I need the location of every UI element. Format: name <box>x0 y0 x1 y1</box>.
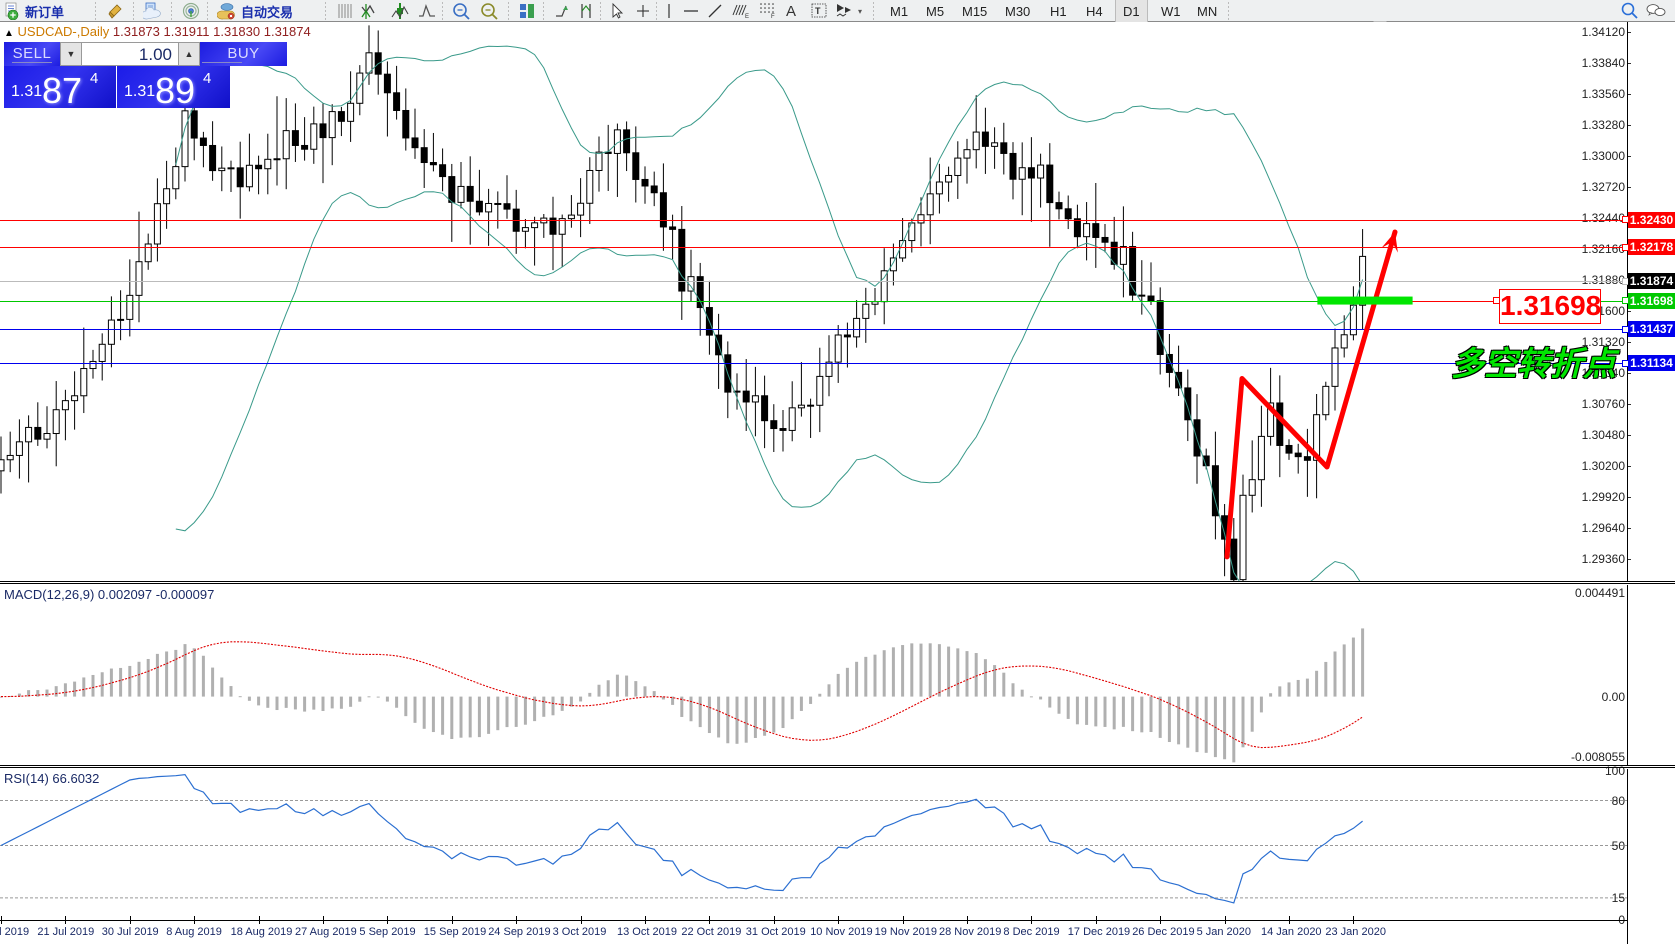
svg-text:E: E <box>745 14 749 19</box>
svg-text:T: T <box>815 6 821 16</box>
svg-text:F: F <box>771 14 775 19</box>
